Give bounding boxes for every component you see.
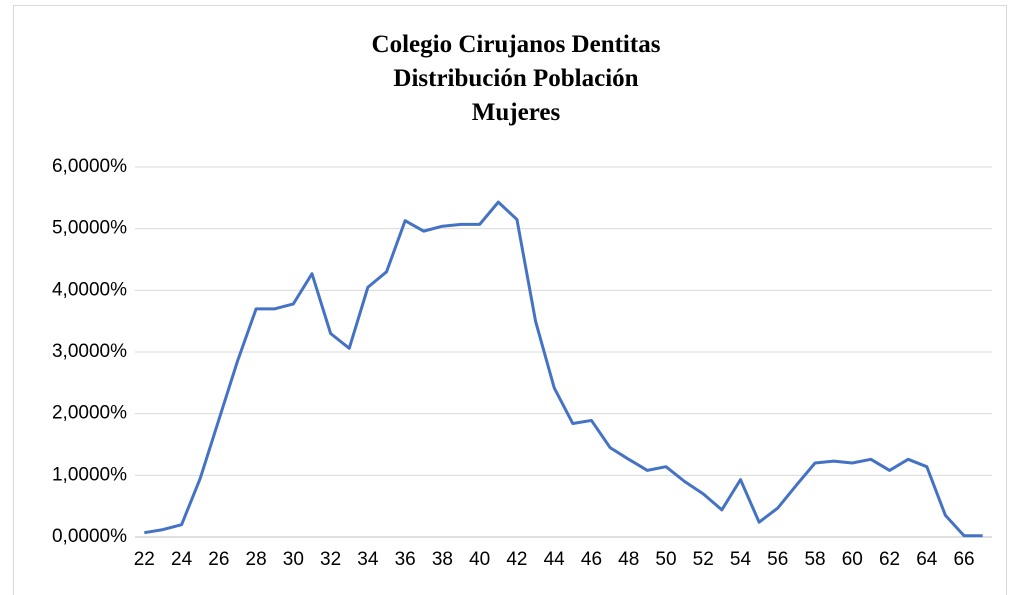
y-tick-label: 5,0000% — [52, 218, 127, 239]
x-tick-label: 28 — [246, 549, 267, 570]
x-tick-label: 34 — [357, 549, 379, 570]
x-tick-label: 56 — [767, 549, 788, 570]
x-tick-label: 26 — [208, 549, 229, 570]
chart-frame — [13, 5, 1007, 595]
data-line — [144, 200, 983, 538]
x-tick-label: 22 — [134, 549, 155, 570]
chart-title: Colegio Cirujanos Dentitas — [372, 31, 661, 58]
chart-title: Distribución Población — [393, 65, 638, 92]
x-tick-label: 58 — [804, 549, 825, 570]
y-tick-label: 2,0000% — [52, 403, 127, 424]
x-tick-label: 38 — [432, 549, 453, 570]
x-tick-label: 64 — [916, 549, 938, 570]
x-tick-label: 24 — [171, 549, 193, 570]
y-tick-label: 3,0000% — [52, 341, 127, 362]
x-tick-label: 48 — [618, 549, 639, 570]
x-tick-label: 32 — [320, 549, 341, 570]
y-tick-label: 4,0000% — [52, 279, 127, 300]
x-tick-label: 46 — [581, 549, 602, 570]
x-tick-label: 62 — [879, 549, 900, 570]
x-tick-label: 60 — [842, 549, 863, 570]
y-tick-label: 1,0000% — [52, 464, 127, 485]
x-tick-label: 40 — [469, 549, 490, 570]
x-tick-label: 30 — [283, 549, 304, 570]
x-tick-label: 44 — [544, 549, 566, 570]
x-tick-label: 52 — [693, 549, 714, 570]
chart-title: Mujeres — [472, 99, 561, 126]
x-tick-label: 66 — [953, 549, 974, 570]
x-tick-label: 42 — [506, 549, 527, 570]
x-tick-label: 36 — [395, 549, 416, 570]
y-tick-label: 6,0000% — [52, 156, 127, 177]
y-tick-label: 0,0000% — [52, 526, 127, 547]
x-tick-label: 54 — [730, 549, 752, 570]
x-tick-label: 50 — [655, 549, 676, 570]
